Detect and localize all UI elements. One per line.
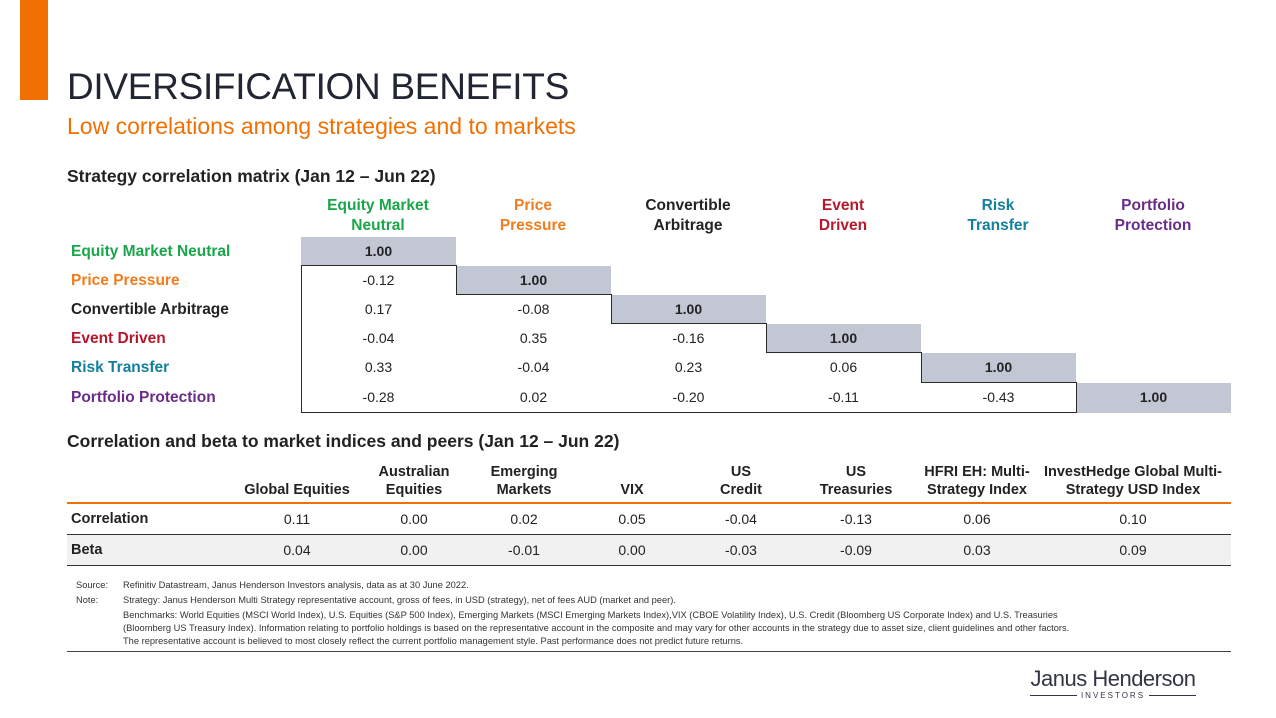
matrix-diagonal-cell: 1.00 (456, 266, 611, 295)
matrix-cell: 0.35 (519, 330, 548, 346)
note-label: Note: (76, 595, 99, 605)
matrix-diagonal-cell: 1.00 (1076, 383, 1231, 413)
row-divider (67, 534, 1231, 535)
market-table-title: Correlation and beta to market indices a… (67, 431, 620, 451)
matrix-column-header: Risk Transfer (967, 197, 1029, 234)
page-title: DIVERSIFICATION BENEFITS (67, 66, 569, 107)
matrix-cell: -0.12 (362, 272, 395, 288)
matrix-border-line (301, 412, 1076, 413)
note-line: The representative account is believed t… (123, 636, 744, 646)
matrix-border-line (611, 323, 766, 324)
matrix-border-line (456, 265, 457, 295)
table-bottom-divider (67, 565, 1231, 566)
market-cell: -0.04 (725, 511, 757, 527)
row-label: Correlation (71, 511, 149, 527)
market-cell: 0.10 (1119, 511, 1147, 527)
matrix-border-line (611, 294, 612, 324)
matrix-diagonal-cell: 1.00 (921, 353, 1076, 382)
matrix-row-header: Portfolio Protection (71, 389, 216, 406)
matrix-cell: 0.33 (364, 359, 393, 375)
row-label: Beta (71, 542, 103, 558)
matrix-title: Strategy correlation matrix (Jan 12 – Ju… (67, 166, 436, 186)
matrix-border-line (1076, 382, 1077, 413)
matrix-row-header: Event Driven (71, 330, 166, 347)
note-line: (Bloomberg US Treasury Index). Informati… (123, 623, 1070, 633)
matrix-cell: -0.16 (672, 330, 705, 346)
logo-name: Janus Henderson (1030, 666, 1196, 691)
matrix-column-header: Event Driven (818, 197, 868, 234)
market-column-header: VIX (620, 482, 644, 498)
matrix-cell: -0.11 (828, 389, 859, 405)
market-cell: 0.04 (283, 542, 311, 558)
matrix-row-header: Price Pressure (71, 272, 180, 289)
market-cell: 0.06 (963, 511, 991, 527)
market-cell: -0.13 (840, 511, 872, 527)
matrix-border-line (456, 294, 611, 295)
market-column-header: Global Equities (244, 482, 350, 498)
matrix-cell: 0.17 (364, 301, 393, 317)
matrix-diagonal-cell: 1.00 (611, 295, 766, 324)
market-cell: 0.00 (400, 511, 428, 527)
note-line: Strategy: Janus Henderson Multi Strategy… (123, 595, 676, 605)
matrix-row-header: Equity Market Neutral (71, 243, 231, 260)
market-cell: 0.05 (618, 511, 646, 527)
market-cell: 0.02 (510, 511, 538, 527)
market-cell: -0.01 (508, 542, 540, 558)
matrix-border-line (921, 352, 922, 383)
matrix-diagonal-cell: 1.00 (301, 237, 456, 266)
market-cell: 0.03 (963, 542, 991, 558)
matrix-cell: -0.08 (517, 301, 550, 317)
matrix-cell: -0.43 (982, 389, 1015, 405)
matrix-border-line (301, 266, 302, 413)
header-divider (67, 502, 1231, 504)
market-column-header: US Credit (720, 464, 762, 498)
matrix-cell: 0.23 (674, 359, 703, 375)
footnote-divider (67, 651, 1231, 652)
matrix-cell: 0.02 (519, 389, 548, 405)
matrix-cell: -0.04 (517, 359, 550, 375)
matrix-border-line (766, 352, 921, 353)
matrix-border-line (921, 382, 1076, 383)
matrix-cell: -0.28 (362, 389, 395, 405)
accent-bar (20, 0, 48, 100)
matrix-column-header: Price Pressure (499, 197, 567, 234)
market-cell: -0.03 (725, 542, 757, 558)
market-cell: 0.00 (618, 542, 646, 558)
matrix-border-line (766, 323, 767, 353)
matrix-cell: 0.06 (829, 359, 858, 375)
market-table-row: Correlation 0.11 0.00 0.02 0.05 -0.04 -0.13 0.0… (67, 504, 1231, 534)
janus-henderson-logo: Janus Henderson INVESTORS (1030, 667, 1196, 700)
market-cell: 0.11 (283, 511, 311, 527)
matrix-row-header: Convertible Arbitrage (71, 301, 229, 318)
market-cell: 0.09 (1119, 542, 1147, 558)
market-table-row: Beta 0.04 0.00 -0.01 0.00 -0.03 -0.09 0.03 0.09 (67, 535, 1231, 565)
page-subtitle: Low correlations among strategies and to… (67, 113, 576, 139)
market-column-header: US Treasuries (819, 464, 893, 498)
note-line: Benchmarks: World Equities (MSCI World I… (123, 610, 1058, 620)
market-column-header: HFRI EH: Multi- Strategy Index (924, 464, 1030, 498)
matrix-border-line (301, 265, 456, 266)
market-column-header: Australian Equities (378, 464, 450, 498)
matrix-diagonal-cell: 1.00 (766, 324, 921, 353)
matrix-column-header: Equity Market Neutral (327, 197, 429, 234)
market-column-header: Emerging Markets (490, 464, 558, 498)
market-column-header: InvestHedge Global Multi- Strategy USD In… (1043, 464, 1223, 498)
market-cell: -0.09 (840, 542, 872, 558)
source-label: Source: (76, 580, 109, 590)
matrix-column-header: Convertible Arbitrage (645, 197, 731, 234)
market-cell: 0.00 (400, 542, 428, 558)
matrix-cell: -0.04 (362, 330, 395, 346)
matrix-column-header: Portfolio Protection (1114, 197, 1192, 234)
matrix-row-header: Risk Transfer (71, 359, 170, 376)
matrix-cell: -0.20 (672, 389, 705, 405)
source-text: Refinitiv Datastream, Janus Henderson In… (123, 580, 469, 590)
logo-sub: INVESTORS (1080, 691, 1146, 700)
